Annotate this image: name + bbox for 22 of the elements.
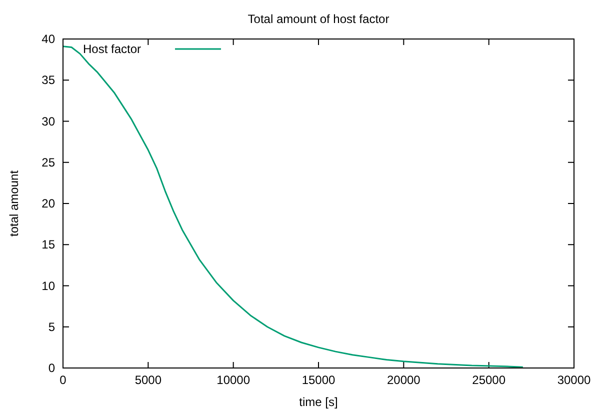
x-tick-label: 5000 xyxy=(134,373,162,387)
x-axis-title: time [s] xyxy=(299,395,338,409)
legend: Host factor xyxy=(83,42,221,56)
y-axis-title: total amount xyxy=(7,170,21,237)
x-tick-label: 10000 xyxy=(216,373,250,387)
x-tick-label: 30000 xyxy=(557,373,592,387)
chart-title: Total amount of host factor xyxy=(248,12,390,26)
y-tick-label: 30 xyxy=(42,114,56,128)
y-tick-label: 40 xyxy=(42,32,56,46)
x-tick-label: 15000 xyxy=(302,373,336,387)
y-tick-label: 5 xyxy=(48,320,56,334)
x-tick-label: 25000 xyxy=(472,373,506,387)
y-tick-label: 15 xyxy=(42,238,56,252)
x-tick-label: 0 xyxy=(60,373,67,387)
series-label: Host factor xyxy=(83,42,142,56)
line-series xyxy=(62,46,524,368)
y-tick-label: 25 xyxy=(42,155,56,170)
y-tick-label: 0 xyxy=(48,361,56,375)
y-tick-label: 20 xyxy=(42,196,56,210)
x-tick-label: 20000 xyxy=(386,373,421,387)
y-tick-label: 10 xyxy=(42,278,56,293)
y-tick-label: 35 xyxy=(42,73,56,88)
